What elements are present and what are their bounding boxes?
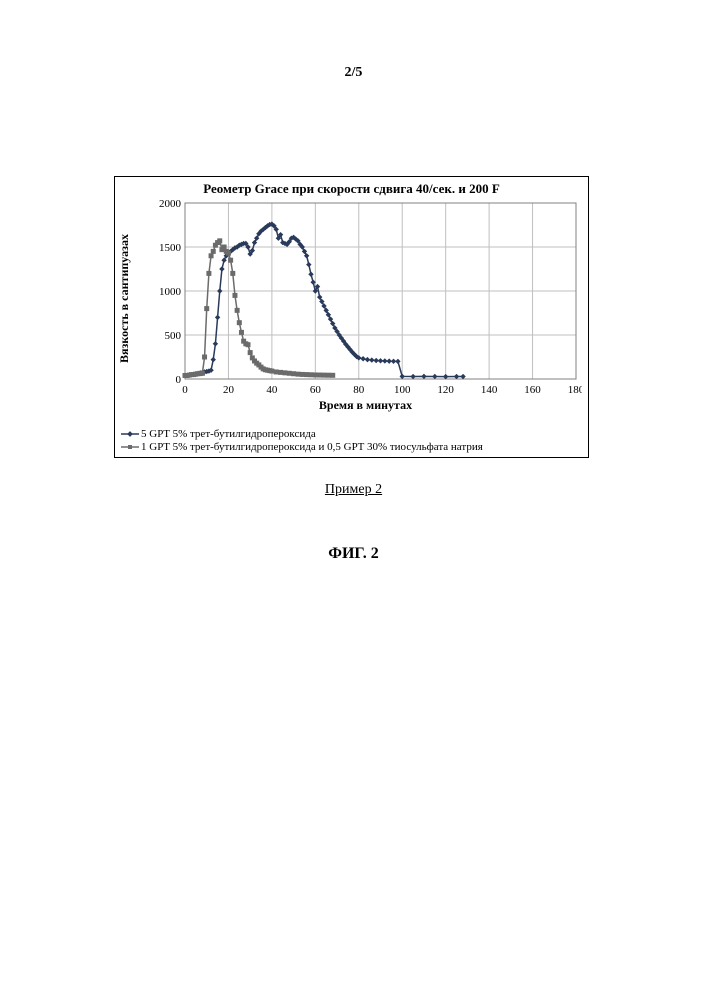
svg-text:180: 180 — [568, 384, 582, 396]
legend-label: 5 GPT 5% трет-бутилгидропероксида — [141, 428, 316, 440]
legend-label: 1 GPT 5% трет-бутилгидропероксида и 0,5 … — [141, 441, 483, 453]
legend: 5 GPT 5% трет-бутилгидропероксида 1 GPT … — [121, 427, 483, 453]
svg-text:20: 20 — [223, 384, 235, 396]
svg-text:60: 60 — [310, 384, 322, 396]
legend-item: 1 GPT 5% трет-бутилгидропероксида и 0,5 … — [121, 441, 483, 453]
svg-text:120: 120 — [437, 384, 454, 396]
chart-svg: 0 500 1000 1500 2000 0 20 40 60 80 100 120 140 160 180 — [149, 199, 582, 397]
chart-container: Реометр Grace при скорости сдвига 40/сек… — [114, 176, 589, 458]
svg-text:140: 140 — [481, 384, 498, 396]
example-caption: Пример 2 — [0, 482, 707, 498]
legend-item: 5 GPT 5% трет-бутилгидропероксида — [121, 428, 483, 440]
svg-text:160: 160 — [524, 384, 541, 396]
svg-text:80: 80 — [353, 384, 365, 396]
legend-marker-square-icon — [121, 442, 139, 452]
legend-marker-diamond-icon — [121, 429, 139, 439]
svg-text:0: 0 — [182, 384, 188, 396]
plot-area: 0 500 1000 1500 2000 0 20 40 60 80 100 120 140 160 180 — [149, 199, 582, 397]
svg-text:1000: 1000 — [159, 286, 182, 298]
figure-label: ФИГ. 2 — [0, 545, 707, 563]
y-axis-label: Вязкость в сантипуазах — [117, 199, 131, 397]
chart-title: Реометр Grace при скорости сдвига 40/сек… — [115, 177, 588, 199]
svg-text:1500: 1500 — [159, 242, 182, 254]
svg-text:40: 40 — [266, 384, 278, 396]
svg-text:500: 500 — [165, 330, 182, 342]
svg-text:2000: 2000 — [159, 199, 182, 210]
page-number: 2/5 — [0, 65, 707, 81]
x-axis-label: Время в минутах — [149, 398, 582, 413]
svg-text:0: 0 — [176, 374, 182, 386]
svg-text:100: 100 — [394, 384, 411, 396]
y-axis-label-text: Вязкость в сантипуазах — [117, 234, 132, 363]
